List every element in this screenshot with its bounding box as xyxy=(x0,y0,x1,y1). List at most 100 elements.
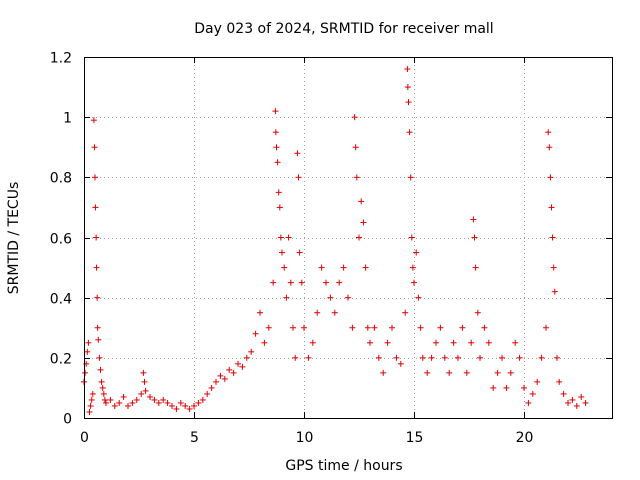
data-point xyxy=(419,354,426,361)
data-point xyxy=(521,384,527,391)
data-point xyxy=(248,348,255,355)
data-point xyxy=(407,174,414,181)
data-point xyxy=(173,405,180,412)
data-point xyxy=(257,309,263,316)
data-point xyxy=(415,294,422,301)
data-point xyxy=(281,264,288,271)
data-point xyxy=(221,375,228,382)
y-tick-label: 0 xyxy=(63,412,72,428)
data-point xyxy=(85,339,92,346)
data-point xyxy=(406,129,413,136)
data-point xyxy=(84,348,91,355)
data-point xyxy=(272,129,279,136)
data-point xyxy=(142,387,149,394)
data-point xyxy=(546,144,553,151)
data-point xyxy=(186,405,193,412)
data-point xyxy=(548,204,555,211)
data-point xyxy=(274,159,281,166)
data-point xyxy=(433,339,439,346)
data-point xyxy=(404,84,411,91)
data-point xyxy=(140,369,147,376)
data-point xyxy=(411,279,417,286)
data-point xyxy=(95,336,102,343)
data-point xyxy=(472,264,479,271)
data-point xyxy=(107,396,114,403)
data-point xyxy=(94,324,101,331)
data-point xyxy=(129,399,136,406)
data-point xyxy=(549,234,556,241)
data-point xyxy=(96,354,103,361)
data-point xyxy=(550,264,557,271)
data-point xyxy=(208,384,215,391)
data-point xyxy=(296,249,303,256)
y-tick-label: 0.6 xyxy=(50,232,72,248)
data-point xyxy=(230,369,237,376)
data-point xyxy=(367,339,373,346)
data-point xyxy=(133,396,140,403)
data-point xyxy=(99,384,106,391)
y-tick-label: 0.2 xyxy=(50,352,72,368)
data-point xyxy=(490,384,497,391)
data-point xyxy=(547,174,554,181)
data-points xyxy=(81,66,589,415)
grid xyxy=(84,57,612,418)
data-point xyxy=(292,354,299,361)
data-point xyxy=(353,174,360,181)
data-point xyxy=(477,354,483,361)
data-point xyxy=(573,402,580,409)
data-point xyxy=(437,324,444,331)
data-point xyxy=(235,360,241,367)
data-point xyxy=(318,264,325,271)
data-point xyxy=(345,294,351,301)
y-tick-label: 1.2 xyxy=(50,51,72,67)
data-point xyxy=(298,279,305,286)
data-point xyxy=(405,99,412,106)
data-point xyxy=(468,339,475,346)
data-point xyxy=(90,117,97,124)
data-point xyxy=(408,234,415,241)
data-point xyxy=(239,363,246,370)
data-point xyxy=(265,324,272,331)
data-point xyxy=(276,204,283,211)
data-point xyxy=(455,354,461,361)
data-point xyxy=(275,189,282,196)
data-point xyxy=(273,144,280,151)
data-point xyxy=(413,249,420,256)
data-point xyxy=(428,354,435,361)
data-point xyxy=(340,264,347,271)
x-tick-label: 15 xyxy=(406,430,424,446)
data-point xyxy=(160,396,167,403)
data-point xyxy=(103,399,109,406)
data-point xyxy=(101,396,108,403)
data-point xyxy=(283,294,290,301)
y-tick-label: 0.4 xyxy=(50,292,72,308)
data-point xyxy=(147,393,153,400)
data-point xyxy=(204,390,211,397)
chart-title: Day 023 of 2024, SRMTID for receiver mal… xyxy=(194,21,493,37)
data-point xyxy=(331,309,338,316)
data-point xyxy=(93,234,100,241)
data-point xyxy=(213,378,219,385)
data-point xyxy=(389,324,395,331)
data-point xyxy=(375,354,382,361)
data-point xyxy=(560,390,567,397)
data-point xyxy=(295,174,302,181)
data-point xyxy=(252,330,259,337)
data-point xyxy=(226,366,233,373)
data-point xyxy=(463,369,470,376)
x-tick-labels: 0 5 10 15 20 xyxy=(80,430,533,446)
y-tick-label: 0.8 xyxy=(50,171,72,187)
data-point xyxy=(441,354,448,361)
data-point xyxy=(545,129,552,136)
data-point xyxy=(195,399,202,406)
data-point xyxy=(97,366,104,373)
data-point xyxy=(89,390,96,397)
data-point xyxy=(380,369,387,376)
data-point xyxy=(243,354,250,361)
data-point xyxy=(314,309,321,316)
data-point xyxy=(503,384,510,391)
data-point xyxy=(352,144,359,151)
data-point xyxy=(529,390,536,397)
data-point xyxy=(393,354,400,361)
